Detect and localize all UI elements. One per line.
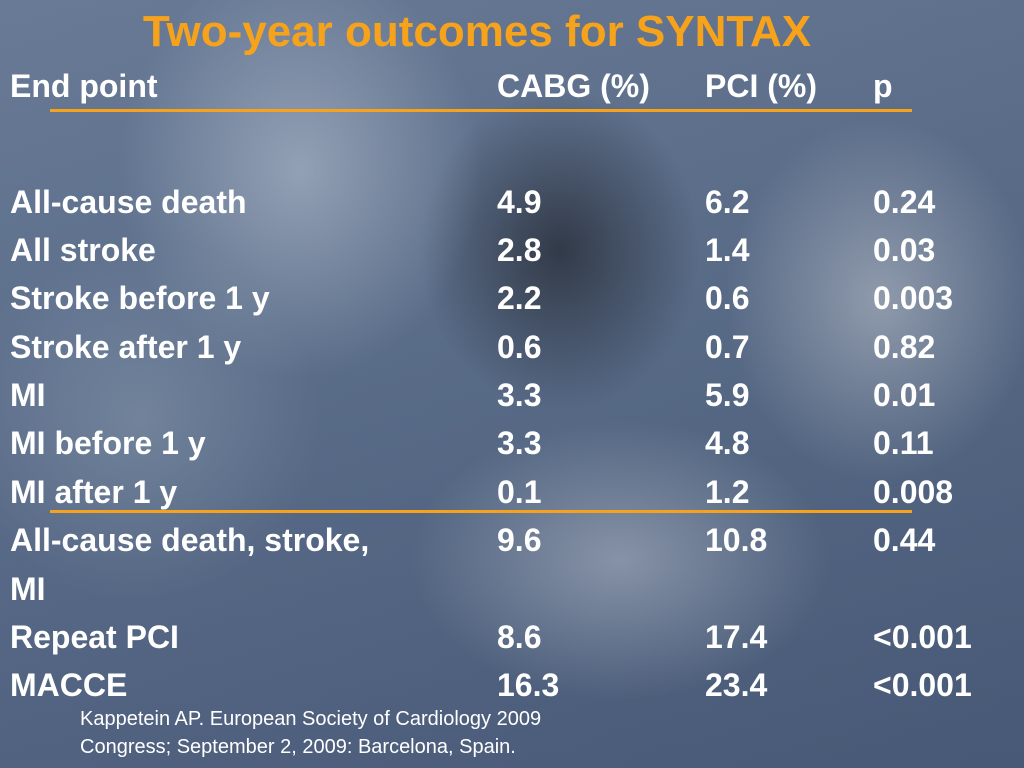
row-end-point: MI: [10, 377, 46, 413]
citation: Kappetein AP. European Society of Cardio…: [80, 705, 700, 761]
header-pci: PCI (%): [705, 68, 817, 104]
citation-line-2: Congress; September 2, 2009: Barcelona, …: [80, 736, 516, 758]
row-pci: 6.2: [705, 184, 750, 220]
row-p: <0.001: [873, 667, 972, 703]
row-end-point: Stroke after 1 y: [10, 329, 242, 365]
row-cabg: 8.6: [497, 619, 542, 655]
row-end-point: MI after 1 y: [10, 474, 178, 510]
composite-divider: [50, 510, 912, 513]
row-p: <0.001: [873, 619, 972, 655]
row-pci: 23.4: [705, 667, 768, 703]
row-end-point-continued: MI: [10, 571, 46, 607]
row-end-point: All-cause death: [10, 184, 247, 220]
row-pci: 1.2: [705, 474, 750, 510]
row-cabg: 0.1: [497, 474, 542, 510]
row-cabg: 4.9: [497, 184, 542, 220]
row-p: 0.008: [873, 474, 954, 510]
row-p: 0.03: [873, 232, 936, 268]
row-p: 0.01: [873, 377, 936, 413]
row-pci: 0.6: [705, 280, 750, 316]
row-pci: 5.9: [705, 377, 750, 413]
row-pci: 10.8: [705, 522, 768, 558]
row-pci: 17.4: [705, 619, 768, 655]
row-pci: 1.4: [705, 232, 750, 268]
row-p: 0.24: [873, 184, 936, 220]
row-p: 0.44: [873, 522, 936, 558]
row-end-point: All stroke: [10, 232, 156, 268]
row-p: 0.11: [873, 425, 934, 461]
row-end-point: MACCE: [10, 667, 128, 703]
row-cabg: 16.3: [497, 667, 560, 703]
row-cabg: 3.3: [497, 425, 542, 461]
row-end-point: Stroke before 1 y: [10, 280, 270, 316]
header-p: p: [873, 68, 893, 104]
row-p: 0.82: [873, 329, 936, 365]
header-cabg: CABG (%): [497, 68, 650, 104]
citation-line-1: Kappetein AP. European Society of Cardio…: [80, 708, 542, 730]
row-end-point: All-cause death, stroke,: [10, 522, 370, 558]
row-pci: 0.7: [705, 329, 750, 365]
row-cabg: 0.6: [497, 329, 542, 365]
header-divider: [50, 109, 912, 112]
row-end-point: Repeat PCI: [10, 619, 179, 655]
row-p: 0.003: [873, 280, 954, 316]
header-end-point: End point: [10, 68, 158, 104]
row-cabg: 9.6: [497, 522, 542, 558]
row-end-point: MI before 1 y: [10, 425, 206, 461]
slide-title: Two-year outcomes for SYNTAX: [142, 7, 812, 56]
row-pci: 4.8: [705, 425, 750, 461]
row-cabg: 2.8: [497, 232, 542, 268]
row-cabg: 2.2: [497, 280, 542, 316]
row-cabg: 3.3: [497, 377, 542, 413]
